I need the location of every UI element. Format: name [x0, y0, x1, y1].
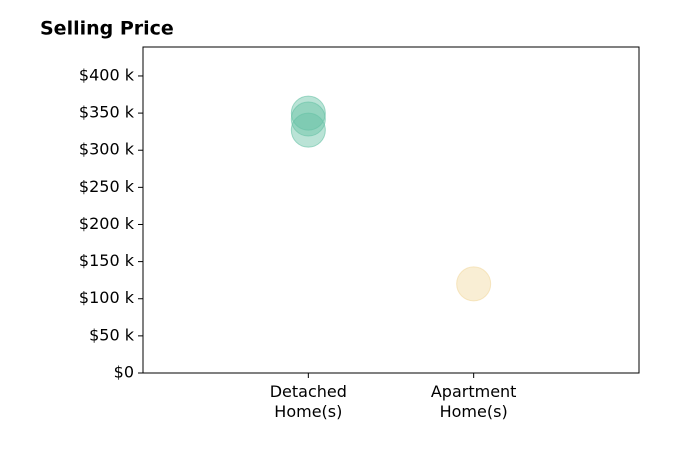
chart-title: Selling Price — [40, 18, 174, 40]
point — [290, 101, 326, 137]
y-tick-label: $50 k — [89, 325, 135, 344]
x-tick-label: Apartment Home(s) — [430, 382, 517, 421]
point — [290, 112, 326, 148]
plot-frame — [142, 46, 640, 374]
y-tick-label: $400 k — [79, 65, 135, 84]
y-tick-label: $0 — [114, 363, 134, 382]
y-tick-label: $350 k — [79, 103, 135, 122]
y-tick-label: $250 k — [79, 177, 135, 196]
y-tick-label: $150 k — [79, 251, 135, 270]
y-tick-label: $300 k — [79, 140, 135, 159]
point — [456, 266, 492, 302]
y-tick-label: $100 k — [79, 288, 135, 307]
y-tick-label: $200 k — [79, 214, 135, 233]
x-tick-label: Detached Home(s) — [269, 382, 347, 421]
